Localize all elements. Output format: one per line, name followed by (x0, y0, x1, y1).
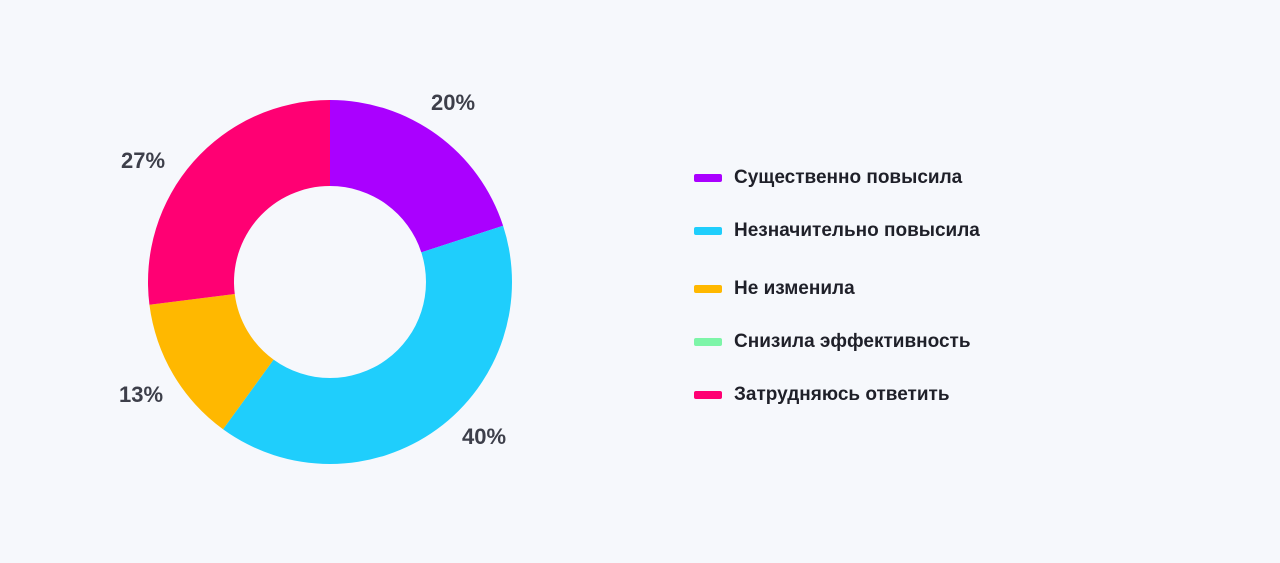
legend-label: Затрудняюсь ответить (734, 384, 950, 405)
legend-label: Незначительно повысила (734, 220, 980, 241)
data-label-slightly-increased: 40% (462, 424, 506, 449)
legend-swatch (694, 227, 722, 235)
legend-swatch (694, 338, 722, 346)
legend-label: Снизила эффективность (734, 331, 971, 352)
legend-swatch (694, 391, 722, 399)
legend-label: Существенно повысила (734, 167, 963, 188)
data-label-hard-to-say: 27% (121, 148, 165, 173)
slice-hard-to-say (148, 100, 330, 305)
data-label-no-change: 13% (119, 382, 163, 407)
legend-item-no-change: Не изменила (694, 271, 980, 307)
legend-swatch (694, 174, 722, 182)
legend-swatch (694, 285, 722, 293)
slice-no-change (149, 294, 274, 430)
legend-item-hard-to-say: Затрудняюсь ответить (694, 377, 980, 413)
legend-item-decreased: Снизила эффективность (694, 324, 980, 360)
slice-slightly-increased (223, 225, 513, 465)
data-label-substantially-increased: 20% (431, 90, 475, 115)
slice-substantially-increased (330, 100, 504, 253)
chart-legend: Существенно повысила Незначительно повыс… (694, 160, 980, 430)
legend-item-slightly-increased: Незначительно повысила (694, 213, 980, 249)
legend-label: Не изменила (734, 278, 855, 299)
legend-item-substantially-increased: Существенно повысила (694, 160, 980, 196)
